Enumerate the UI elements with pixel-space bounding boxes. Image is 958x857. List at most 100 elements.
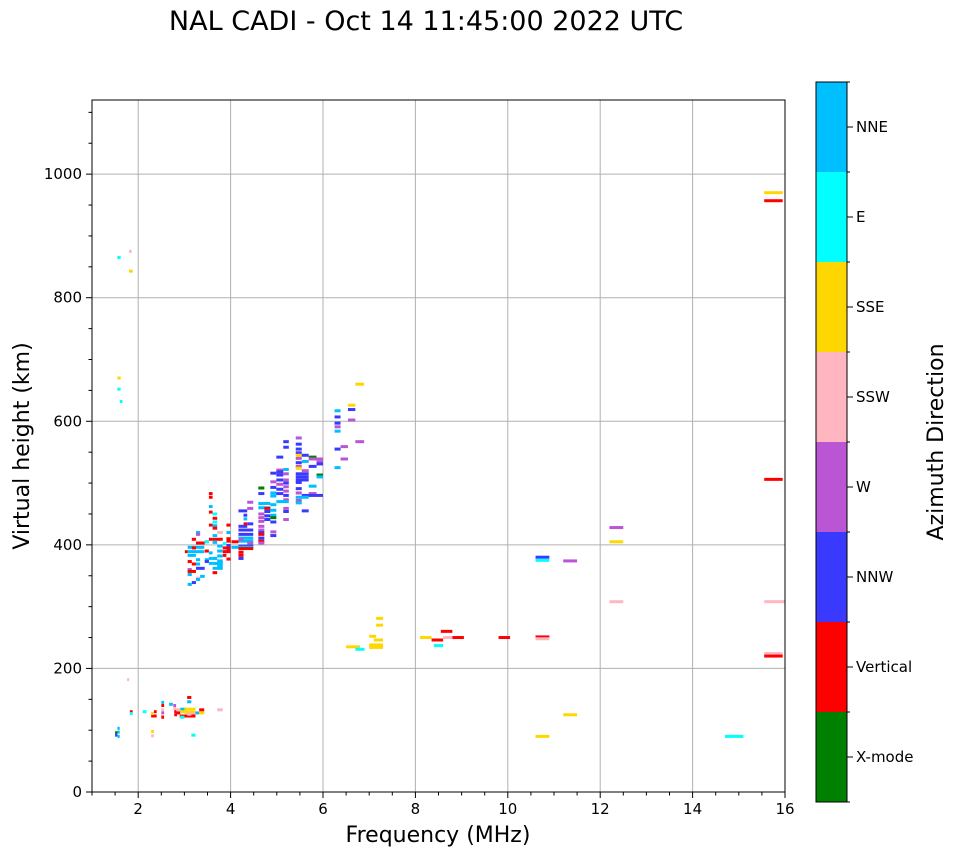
colorbar-swatch <box>816 442 847 532</box>
data-mark <box>117 256 121 260</box>
data-mark <box>283 493 289 497</box>
data-mark <box>238 536 254 540</box>
data-mark <box>724 734 744 738</box>
data-mark <box>346 645 360 649</box>
data-mark <box>208 537 213 541</box>
colorbar-tick-label: NNE <box>856 118 888 136</box>
data-mark <box>270 503 277 507</box>
data-mark <box>295 495 309 499</box>
data-mark <box>258 492 265 496</box>
data-mark <box>295 451 302 455</box>
colorbar-tick-label: E <box>856 208 865 226</box>
data-mark <box>334 447 341 451</box>
colorbar-tick-label: W <box>856 478 871 496</box>
data-mark <box>258 519 265 523</box>
data-mark <box>142 710 147 714</box>
plot-frame <box>91 99 786 793</box>
colorbar-tick-label: SSE <box>856 298 885 316</box>
data-mark <box>204 558 209 562</box>
data-mark <box>452 636 464 640</box>
data-mark <box>217 559 223 563</box>
x-tick-label: 8 <box>411 800 421 818</box>
data-mark <box>334 425 341 429</box>
data-mark <box>301 453 309 457</box>
data-mark <box>283 440 289 444</box>
data-mark <box>283 478 289 482</box>
x-tick-label: 12 <box>591 800 610 818</box>
grid <box>92 100 786 793</box>
data-mark <box>264 514 271 518</box>
data-mark <box>535 558 550 562</box>
data-mark <box>238 547 254 551</box>
data-mark <box>308 457 323 461</box>
data-mark <box>199 708 205 712</box>
data-mark <box>270 471 277 475</box>
data-mark <box>308 484 317 488</box>
data-mark <box>283 445 289 449</box>
data-mark <box>187 568 192 572</box>
data-mark <box>258 512 265 516</box>
data-mark <box>212 516 218 520</box>
data-mark <box>226 539 231 543</box>
data-mark <box>184 710 196 714</box>
data-mark <box>187 712 196 716</box>
data-mark <box>173 704 177 707</box>
data-mark <box>226 523 231 527</box>
data-mark <box>308 455 317 459</box>
data-mark <box>270 485 277 489</box>
data-mark <box>535 637 550 641</box>
data-mark <box>238 553 244 557</box>
data-mark <box>226 543 231 547</box>
data-mark <box>369 634 377 638</box>
data-mark <box>334 409 341 413</box>
data-mark <box>217 549 223 553</box>
data-mark <box>295 464 302 468</box>
data-mark <box>276 473 284 477</box>
data-mark <box>276 487 284 491</box>
data-mark <box>276 482 284 486</box>
y-axis-label: Virtual height (km) <box>10 342 35 549</box>
data-mark <box>609 526 624 530</box>
data-mark <box>212 556 218 560</box>
data-mark <box>347 418 356 422</box>
data-mark <box>151 714 157 718</box>
data-mark <box>295 442 302 446</box>
colorbar-tick-label: NNW <box>856 568 893 586</box>
data-mark <box>208 510 213 514</box>
colorbar-swatch <box>816 622 847 712</box>
data-mark <box>226 537 231 541</box>
data-mark <box>355 440 365 444</box>
data-mark <box>295 447 302 451</box>
data-mark <box>258 524 265 528</box>
data-mark <box>208 505 213 509</box>
data-mark <box>238 556 244 560</box>
data-mark <box>212 534 218 538</box>
colorbar-swatch <box>816 352 847 442</box>
data-mark <box>128 269 133 273</box>
data-mark <box>212 526 218 530</box>
data-mark <box>222 550 231 554</box>
data-mark <box>270 530 277 534</box>
data-mark <box>270 480 277 484</box>
x-tick-label: 16 <box>775 800 794 818</box>
data-mark <box>208 495 213 499</box>
y-tick-label: 400 <box>53 536 82 554</box>
data-mark <box>161 711 165 715</box>
data-mark <box>129 712 133 716</box>
data-mark <box>151 712 154 716</box>
data-mark <box>208 523 213 527</box>
data-mark <box>119 400 123 404</box>
data-mark <box>238 537 244 541</box>
data-mark <box>295 436 302 440</box>
data-mark <box>127 678 130 682</box>
colorbar: X-mode Vertical NNW W SSW SSE E NNE <box>815 81 913 803</box>
data-mark <box>226 557 231 561</box>
data-mark <box>433 644 444 648</box>
data-mark <box>176 711 181 715</box>
y-tick-label: 600 <box>53 412 82 430</box>
data-mark <box>117 730 120 734</box>
data-mark <box>301 469 309 473</box>
data-marks <box>115 191 785 738</box>
data-mark <box>535 635 550 639</box>
